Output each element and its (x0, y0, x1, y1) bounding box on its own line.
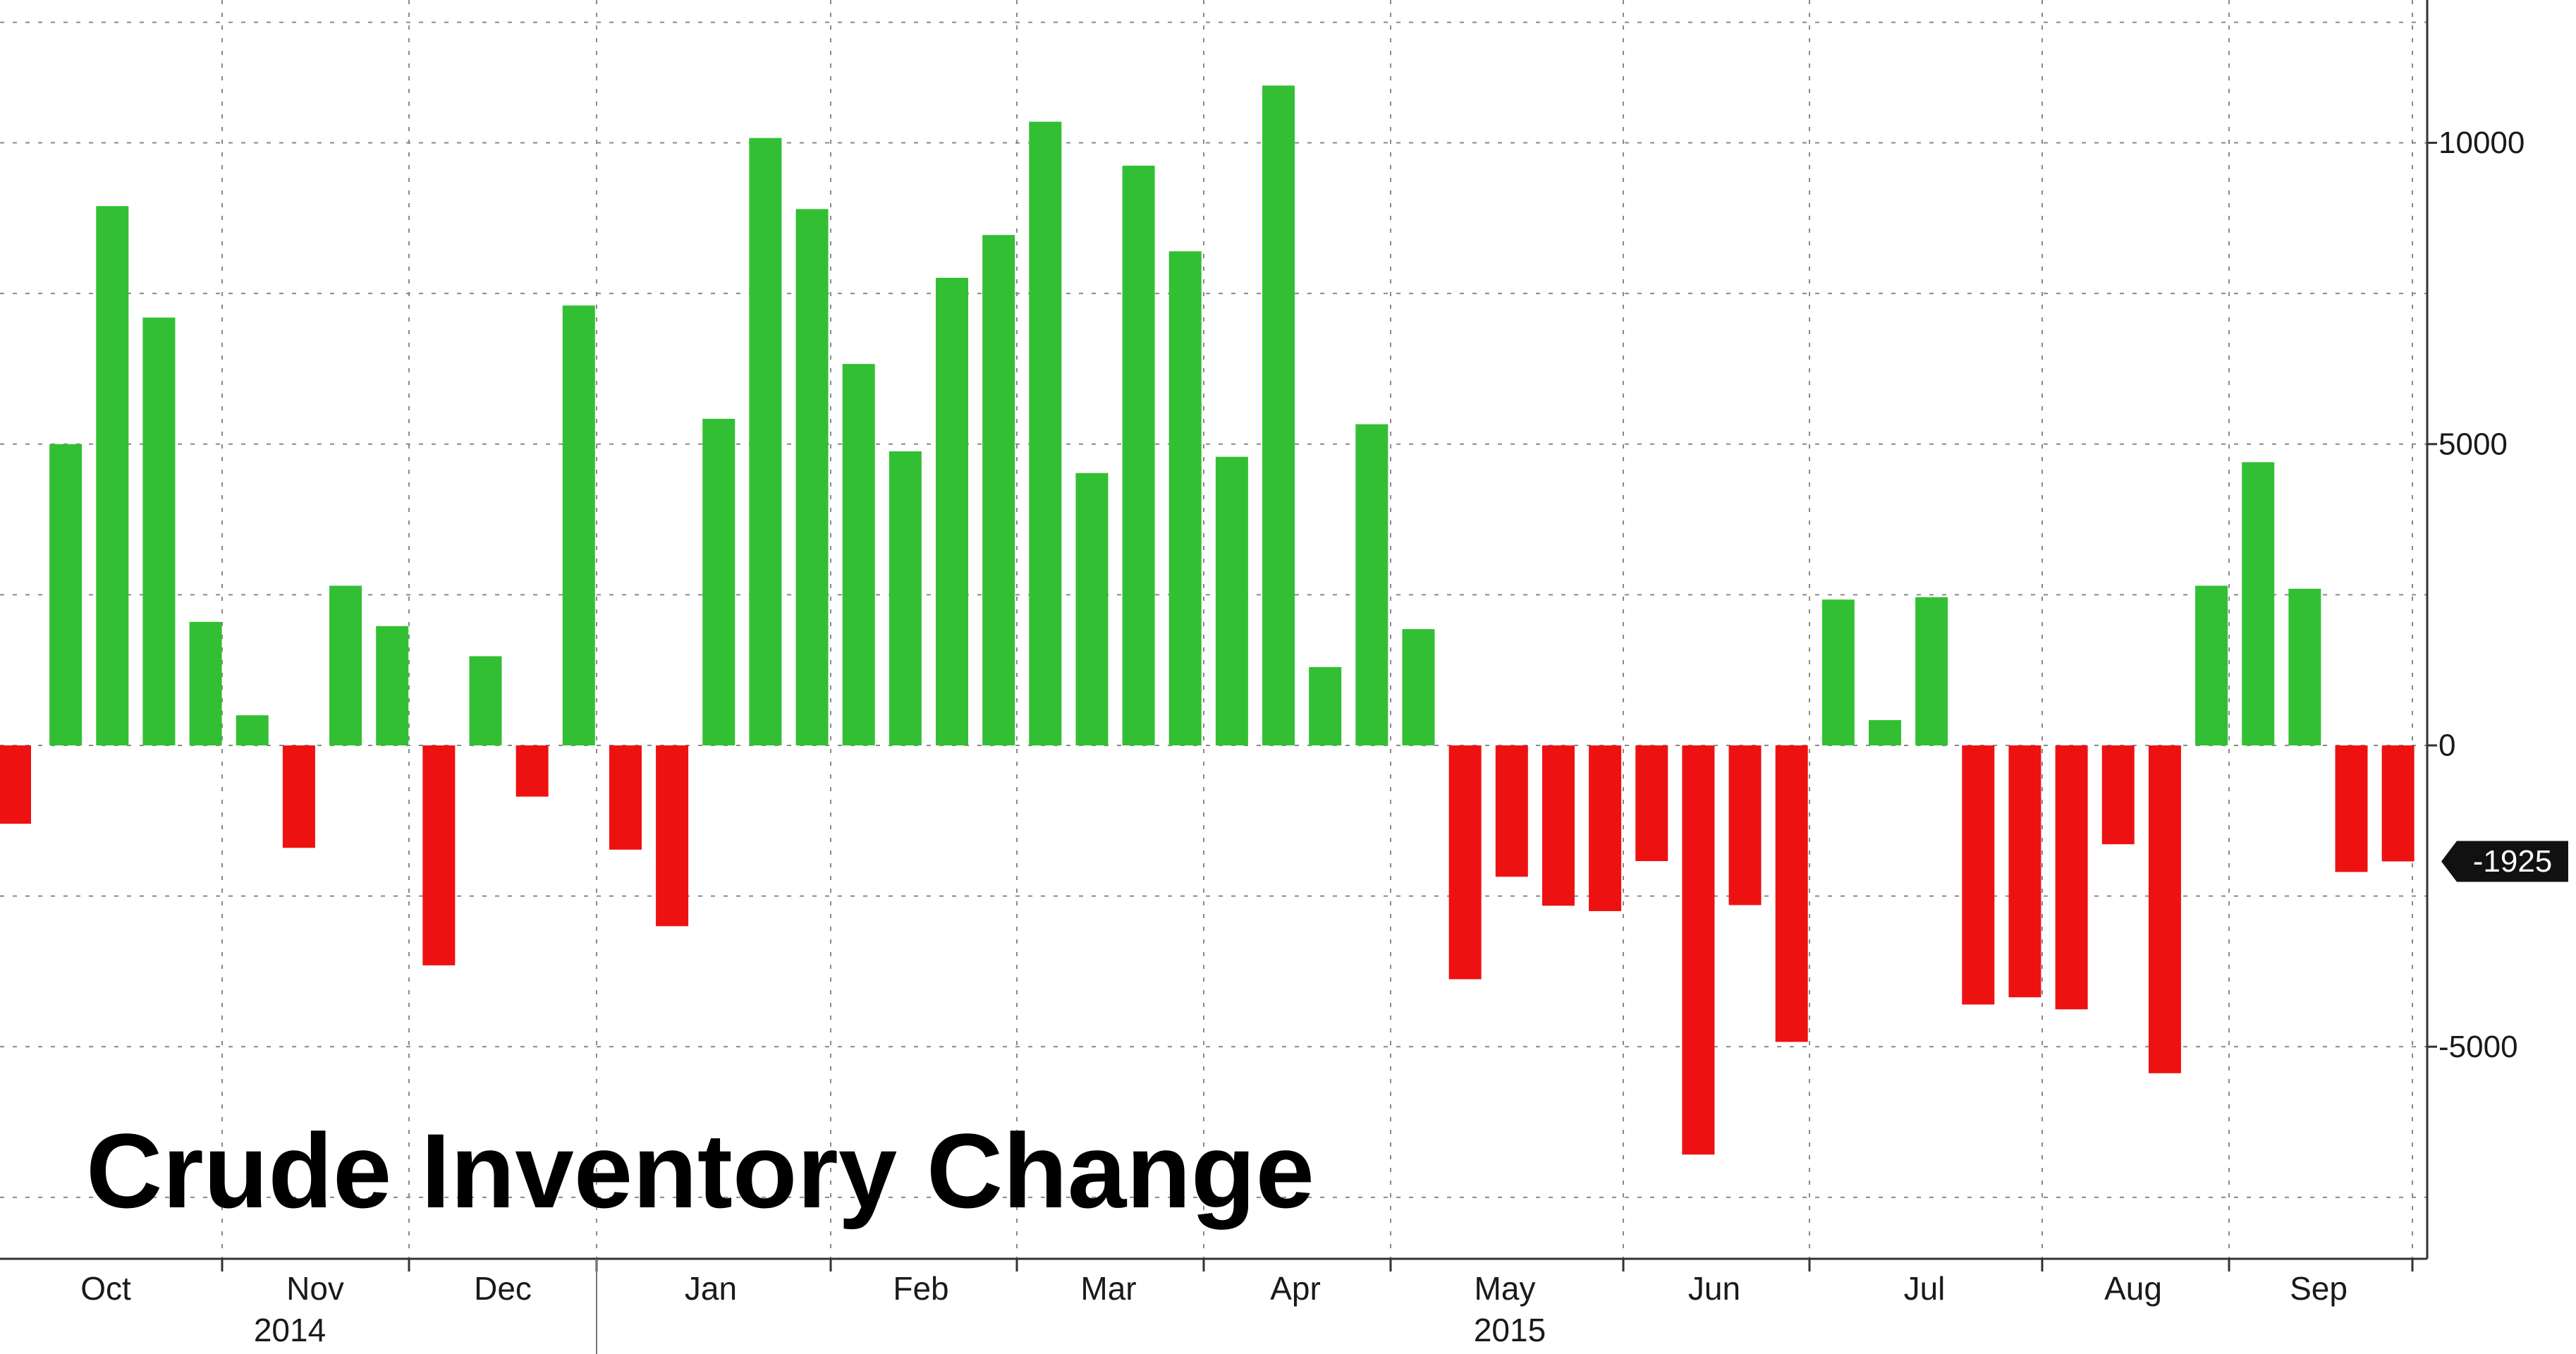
bar-positive (702, 418, 735, 745)
y-tick-label: 0 (2438, 728, 2455, 763)
month-label: Dec (474, 1270, 532, 1307)
bar-positive (1309, 666, 1342, 745)
bar-negative (1962, 745, 1995, 1005)
bar-negative (1775, 745, 1808, 1042)
last-value-badge-shape (2441, 841, 2568, 882)
bar-negative (515, 745, 549, 797)
month-label: Feb (893, 1270, 948, 1307)
month-label: Apr (1270, 1270, 1321, 1307)
bar-positive (1262, 85, 1295, 745)
y-tick-label: 10000 (2438, 126, 2525, 160)
bar-positive (1821, 599, 1855, 745)
month-label: Aug (2104, 1270, 2162, 1307)
last-value-label: -1925 (2473, 844, 2553, 879)
bar-positive (469, 656, 502, 745)
bar-positive (749, 138, 782, 745)
bar-positive (889, 451, 922, 745)
bar-negative (2148, 745, 2181, 1073)
bar-negative (2055, 745, 2088, 1010)
bar-positive (562, 305, 595, 746)
x-ticks: Oct Nov Dec Jan Feb Mar Apr May Jun Jul Aug Sep 2014… (80, 1259, 2414, 1354)
bar-positive (1402, 629, 1435, 745)
bar-positive (842, 364, 875, 745)
bar-positive (982, 235, 1015, 745)
last-value-badge: -1925 (2441, 841, 2568, 882)
bar-positive (1915, 597, 1948, 745)
bar-negative (282, 745, 315, 848)
bar-negative (2008, 745, 2041, 998)
bar-negative (422, 745, 456, 965)
bar-negative (0, 745, 31, 824)
bar-positive (96, 206, 129, 745)
bar-positive (142, 317, 176, 745)
bar-positive (1122, 165, 1155, 745)
bar-negative (1682, 745, 1715, 1155)
month-label: Jul (1904, 1270, 1946, 1307)
bar-positive (2242, 462, 2275, 745)
bar-positive (1355, 424, 1388, 745)
month-label: Jun (1688, 1270, 1740, 1307)
month-label: May (1475, 1270, 1536, 1307)
chart-title: Crude Inventory Change (86, 1111, 1314, 1230)
bar-negative (2101, 745, 2135, 845)
bar-positive (936, 277, 968, 746)
bars (0, 85, 2415, 1155)
bar-positive (1168, 251, 1202, 745)
bar-negative (1589, 745, 1622, 911)
bar-negative (2381, 745, 2415, 862)
bar-negative (1542, 745, 1575, 906)
bar-negative (656, 745, 689, 927)
bar-positive (236, 715, 269, 745)
bar-negative (1728, 745, 1762, 905)
y-ticks: 10000 5000 0 -5000 (2427, 126, 2525, 1064)
bar-positive (795, 209, 829, 745)
bar-positive (1869, 720, 1901, 745)
year-label: 2015 (1474, 1312, 1546, 1348)
month-label: Nov (286, 1270, 344, 1307)
month-label: Mar (1080, 1270, 1136, 1307)
month-label: Sep (2290, 1270, 2348, 1307)
month-label: Jan (685, 1270, 737, 1307)
bar-positive (329, 585, 362, 745)
bar-negative (2335, 745, 2368, 872)
bar-positive (1215, 456, 1248, 745)
bar-positive (49, 444, 83, 745)
bar-negative (1448, 745, 1482, 980)
bar-positive (1075, 472, 1109, 745)
bar-positive (1029, 121, 1062, 745)
bar-negative (1635, 745, 1668, 862)
bar-positive (2288, 588, 2321, 745)
bar-positive (2195, 585, 2228, 745)
bar-negative (609, 745, 642, 850)
year-label: 2014 (254, 1312, 326, 1348)
bar-negative (1495, 745, 1528, 877)
y-tick-label: 5000 (2438, 427, 2508, 461)
bar-positive (189, 621, 222, 745)
axes (0, 0, 2429, 1260)
y-tick-label: -5000 (2438, 1030, 2518, 1064)
bar-positive (376, 626, 409, 745)
month-label: Oct (80, 1270, 131, 1307)
